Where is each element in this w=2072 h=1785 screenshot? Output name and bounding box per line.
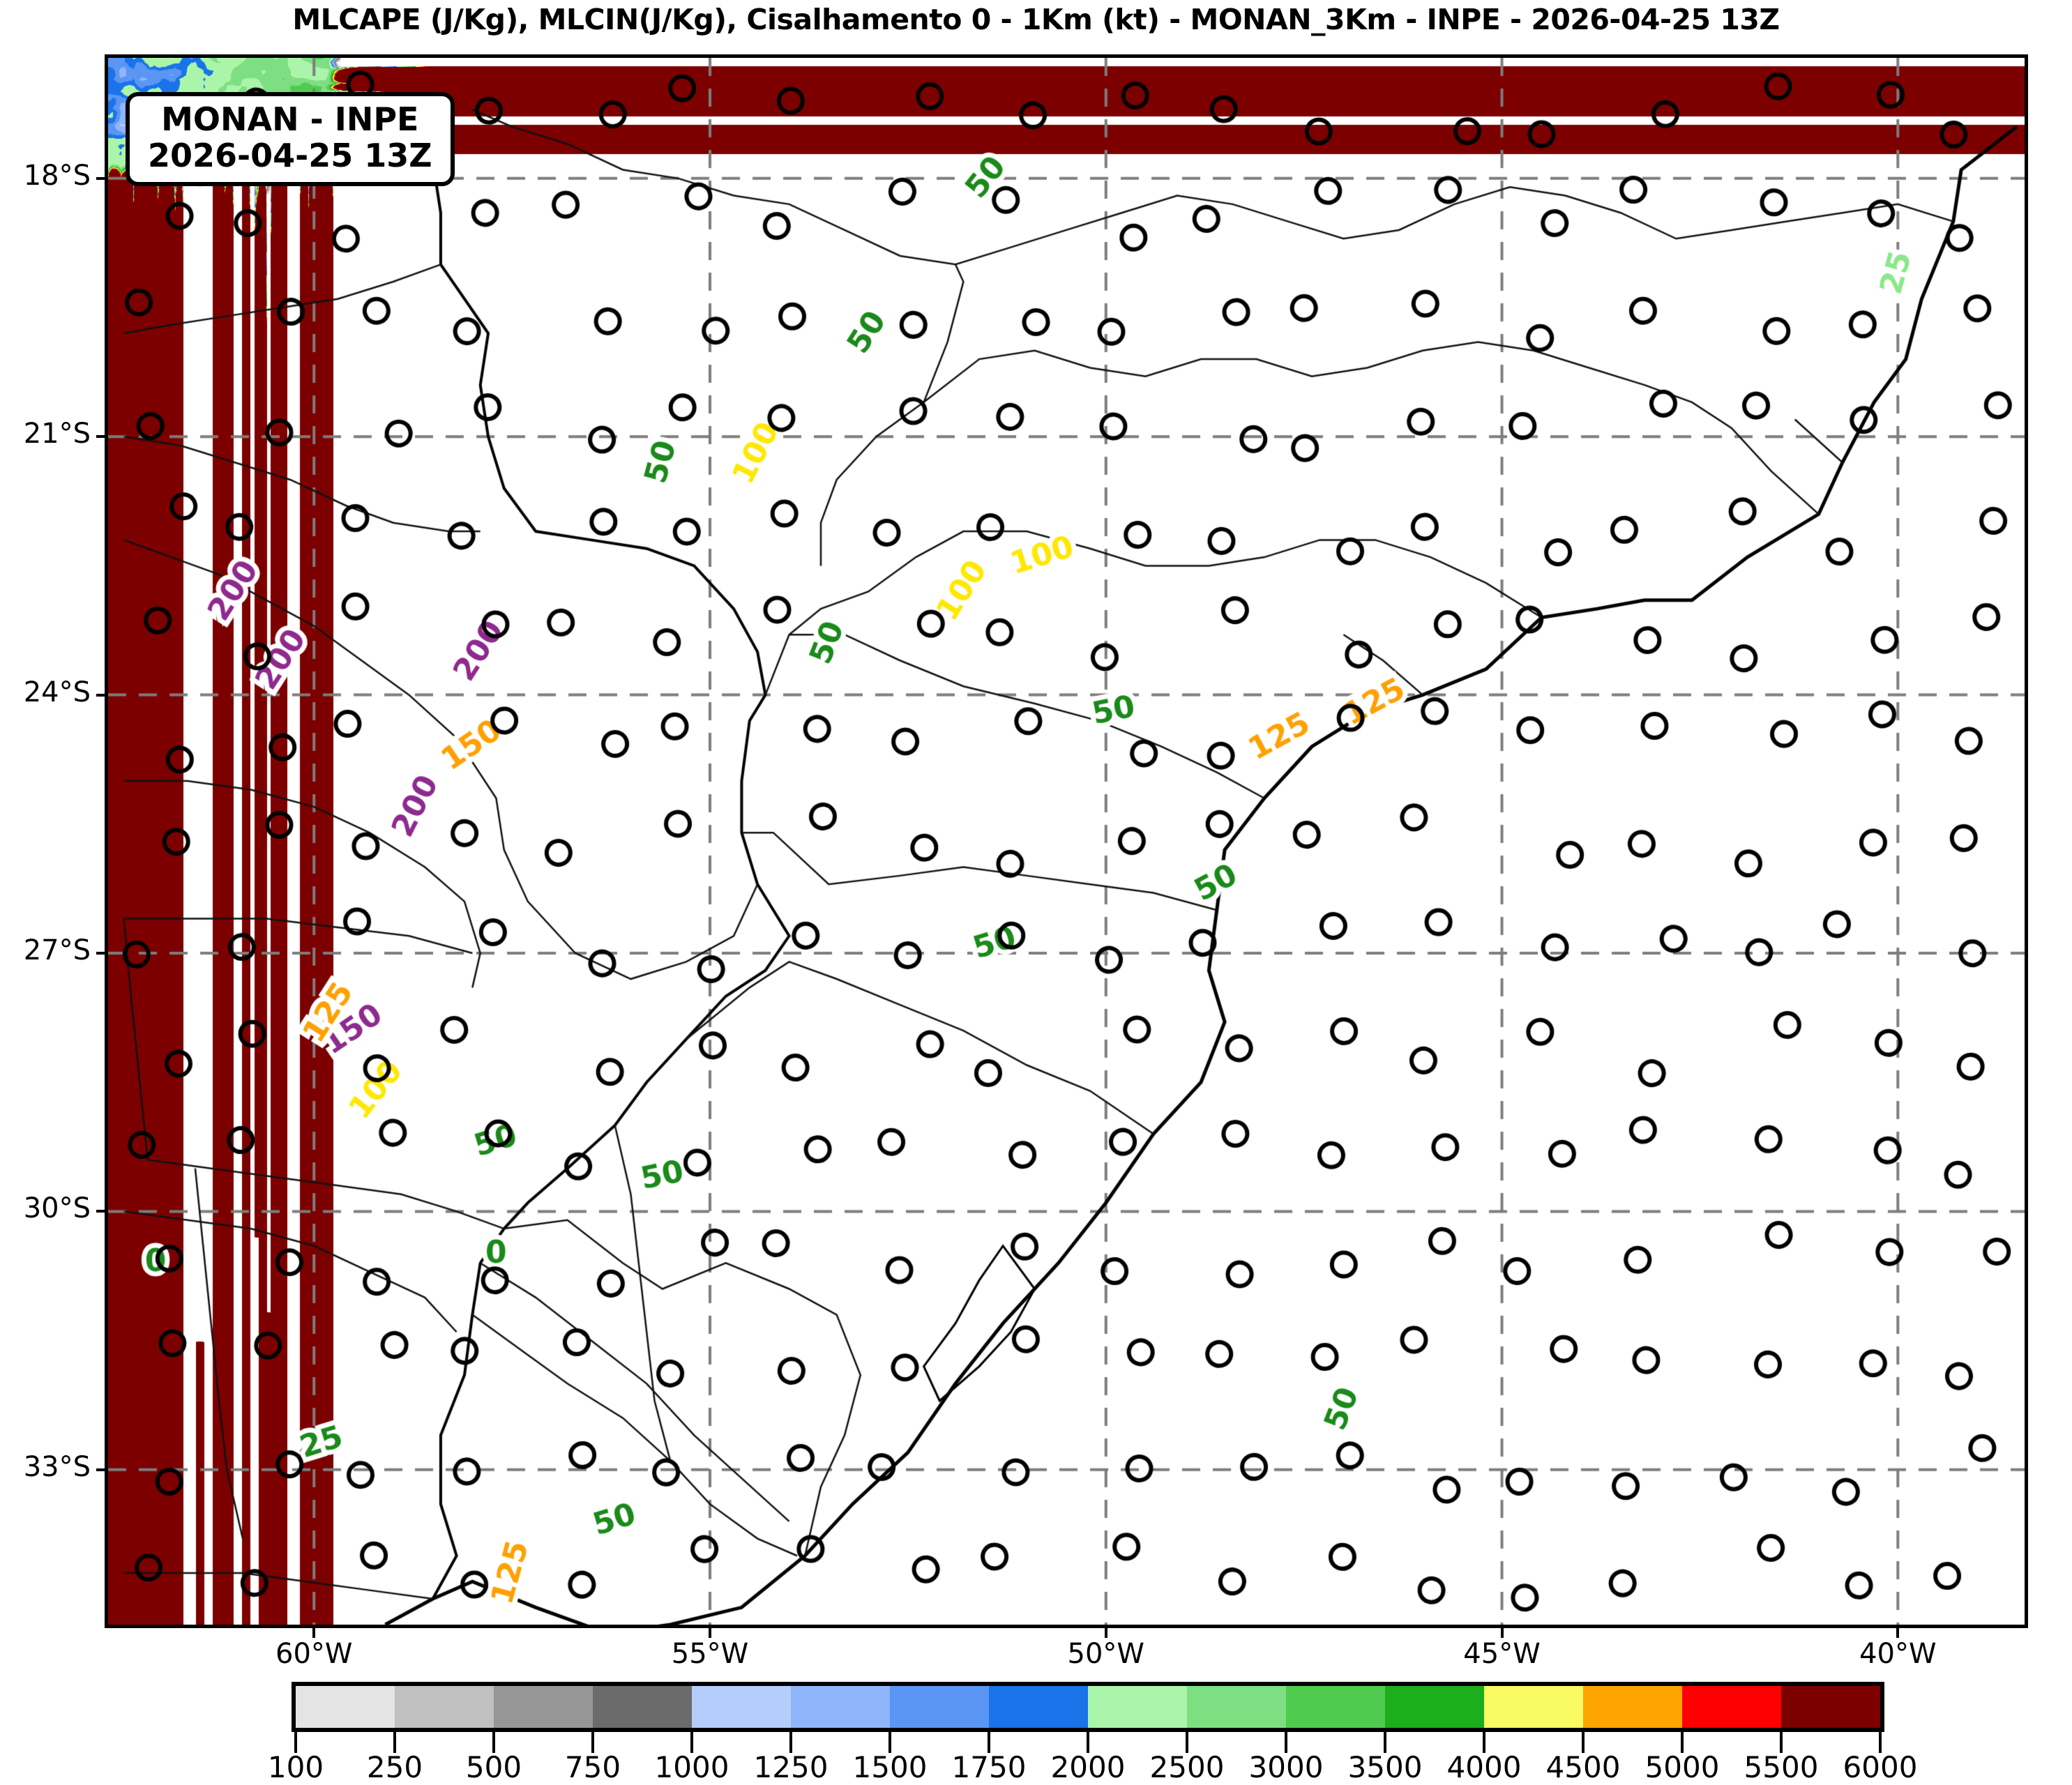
map-canvas [108, 58, 2025, 1625]
colorbar-tick-label: 3500 [1347, 1750, 1423, 1784]
colorbar-tick-label: 2000 [1050, 1750, 1126, 1784]
colorbar-tick [1582, 1732, 1585, 1753]
colorbar-band [1682, 1686, 1781, 1728]
colorbar-tick [393, 1732, 396, 1753]
y-tick-label: 27°S [23, 934, 91, 966]
colorbar-tick [591, 1732, 594, 1753]
colorbar-tick [492, 1732, 495, 1753]
colorbar-band [1385, 1686, 1484, 1728]
colorbar-tick [1087, 1732, 1089, 1753]
colorbar-band [989, 1686, 1088, 1728]
colorbar-tick-label: 1500 [852, 1750, 928, 1784]
colorbar-bands [292, 1682, 1884, 1732]
colorbar-band [1583, 1686, 1682, 1728]
y-tick-mark [96, 1468, 106, 1471]
colorbar-band [890, 1686, 989, 1728]
x-tick-label: 55°W [671, 1638, 749, 1670]
x-tick-mark [312, 1628, 316, 1638]
y-tick-label: 24°S [23, 676, 91, 708]
colorbar-tick-label: 1000 [654, 1750, 729, 1784]
colorbar-tick-labels: 100 250 500 750 1000 1250 1500 1750 2000 2500 3000… [0, 1743, 2072, 1785]
colorbar-tick-label: 6000 [1843, 1750, 1918, 1784]
colorbar-tick-label: 4000 [1446, 1750, 1522, 1784]
map-plot-area[interactable] [105, 54, 2028, 1628]
colorbar-tick [1879, 1732, 1882, 1753]
x-tick-mark [709, 1628, 711, 1638]
colorbar-tick [1780, 1732, 1783, 1753]
colorbar-band [395, 1686, 494, 1728]
colorbar-band [296, 1686, 395, 1728]
colorbar-tick [690, 1732, 693, 1753]
colorbar-tick-label: 1250 [753, 1750, 829, 1784]
colorbar-tick [1384, 1732, 1386, 1753]
page-title: MLCAPE (J/Kg), MLCIN(J/Kg), Cisalhamento… [292, 3, 1780, 36]
x-tick-mark [1896, 1628, 1900, 1638]
colorbar-band [1484, 1686, 1583, 1728]
colorbar-tick [789, 1732, 792, 1753]
colorbar-tick-label: 1750 [951, 1750, 1027, 1784]
colorbar-band [494, 1686, 593, 1728]
colorbar-tick [888, 1732, 891, 1753]
inset-legend-line2: 2026-04-25 13Z [148, 136, 432, 174]
colorbar-tick-label: 5500 [1744, 1750, 1819, 1784]
colorbar-ticks [292, 1732, 1884, 1756]
colorbar-band [692, 1686, 791, 1728]
colorbar-tick [1483, 1732, 1485, 1753]
x-tick-mark [1500, 1628, 1504, 1638]
colorbar-tick-label: 250 [366, 1750, 423, 1784]
y-tick-label: 33°S [23, 1450, 91, 1483]
colorbar-tick [1285, 1732, 1287, 1753]
colorbar-band [1286, 1686, 1385, 1728]
colorbar-tick-label: 750 [564, 1750, 621, 1784]
colorbar-tick-label: 100 [267, 1750, 324, 1784]
colorbar-band [791, 1686, 890, 1728]
y-tick-mark [96, 435, 106, 439]
x-tick-label: 45°W [1463, 1638, 1541, 1670]
inset-legend-box: MONAN - INPE 2026-04-25 13Z [126, 92, 455, 187]
colorbar-tick-label: 500 [465, 1750, 522, 1784]
colorbar-tick [1186, 1732, 1188, 1753]
y-tick-mark [96, 1210, 106, 1213]
colorbar-tick-label: 5000 [1644, 1750, 1720, 1784]
colorbar-tick [294, 1732, 297, 1753]
y-tick-mark [96, 693, 106, 697]
colorbar-tick [1681, 1732, 1684, 1753]
x-tick-label: 60°W [275, 1638, 353, 1670]
x-tick-label: 40°W [1859, 1638, 1937, 1670]
inset-legend-line1: MONAN - INPE [161, 100, 419, 138]
colorbar-tick-label: 2500 [1149, 1750, 1225, 1784]
colorbar-tick-label: 4500 [1545, 1750, 1621, 1784]
x-tick-mark [1104, 1628, 1107, 1638]
y-tick-label: 30°S [23, 1192, 91, 1225]
colorbar-band [1187, 1686, 1286, 1728]
y-tick-mark [96, 952, 106, 955]
y-tick-label: 21°S [23, 418, 91, 450]
y-tick-label: 18°S [23, 159, 91, 192]
x-tick-label: 50°W [1067, 1638, 1144, 1670]
colorbar-tick [988, 1732, 990, 1753]
colorbar-band [593, 1686, 692, 1728]
colorbar-band [1088, 1686, 1187, 1728]
colorbar-band [1781, 1686, 1880, 1728]
colorbar-tick-label: 3000 [1248, 1750, 1324, 1784]
colorbar[interactable] [292, 1682, 1884, 1753]
y-tick-mark [96, 176, 106, 180]
